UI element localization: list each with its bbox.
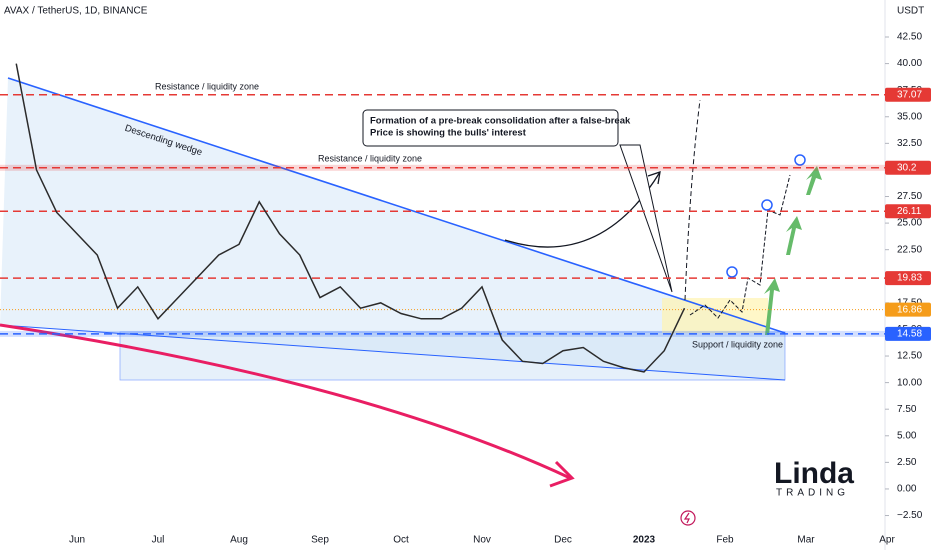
y-tick-label: 7.50	[897, 404, 917, 415]
logo: Linda	[774, 457, 854, 490]
level-tag	[885, 87, 931, 102]
target	[794, 154, 806, 166]
annotation: Resistance / liquidity zone	[155, 81, 259, 91]
callout-text: Price is showing the bulls' interest	[370, 128, 527, 139]
target	[761, 199, 773, 211]
x-tick-label: Aug	[230, 535, 248, 546]
y-tick-label: 0.00	[897, 484, 917, 495]
level-tag	[885, 271, 931, 286]
y-tick-label: 2.50	[897, 457, 917, 468]
up-arrow	[786, 216, 802, 255]
projection	[689, 174, 791, 319]
y-tick-label: 40.00	[897, 58, 922, 69]
level-label: 16.86	[897, 304, 922, 315]
y-tick-label: 22.50	[897, 244, 922, 255]
level-label: 19.83	[897, 273, 922, 284]
x-tick-label: Jun	[69, 535, 85, 546]
x-tick-label: Apr	[879, 535, 895, 546]
y-tick-label: 12.50	[897, 351, 922, 362]
y-tick-label: 10.00	[897, 377, 922, 388]
level-label: 30.2	[897, 162, 917, 173]
x-tick-label: Feb	[716, 535, 734, 546]
y-tick-label: 32.50	[897, 138, 922, 149]
logo-sub: TRADING	[776, 488, 849, 499]
y-tick-label: −2.50	[897, 510, 923, 521]
x-tick-label: Oct	[393, 535, 409, 546]
chart-title: AVAX / TetherUS, 1D, BINANCE	[4, 6, 148, 17]
y-tick-label: 5.00	[897, 430, 917, 441]
y-tick-label: 25.00	[897, 218, 922, 229]
x-tick-label: Nov	[473, 535, 491, 546]
callout-pointer	[619, 144, 673, 293]
axis-label: USDT	[897, 6, 924, 17]
up-arrow	[806, 166, 822, 195]
x-tick-label: Jul	[152, 535, 165, 546]
level-tag	[885, 302, 931, 317]
x-tick-label: Sep	[311, 535, 329, 546]
x-tick-label: Dec	[554, 535, 572, 546]
level-tag	[885, 160, 931, 175]
up-arrow	[764, 278, 780, 335]
callout-box	[362, 109, 619, 147]
wedge-fill	[0, 78, 785, 380]
wedge-upper	[7, 77, 786, 334]
target	[726, 266, 738, 278]
annotation: Support / liquidity zone	[692, 339, 783, 349]
callout-text: Formation of a pre-break consolidation a…	[370, 116, 631, 127]
bear-arrow-head	[549, 460, 575, 488]
path-arrow-dashed	[684, 99, 701, 301]
y-tick-label: 35.00	[897, 111, 922, 122]
price-line	[15, 63, 686, 373]
path-arrow-head	[647, 171, 661, 185]
icon	[683, 512, 690, 524]
level-tag	[885, 204, 931, 219]
annotation: Resistance / liquidity zone	[318, 153, 422, 163]
level-label: 26.11	[897, 206, 922, 217]
bear-arrow	[0, 323, 571, 480]
level-tag	[885, 326, 931, 341]
x-tick-label: 2023	[633, 535, 656, 546]
level-label: 14.58	[897, 329, 922, 340]
y-tick-label: 27.50	[897, 191, 922, 202]
x-tick-label: Mar	[797, 535, 815, 546]
icon[interactable]	[680, 510, 696, 526]
y-tick-label: 42.50	[897, 32, 922, 43]
level-label: 37.07	[897, 89, 922, 100]
